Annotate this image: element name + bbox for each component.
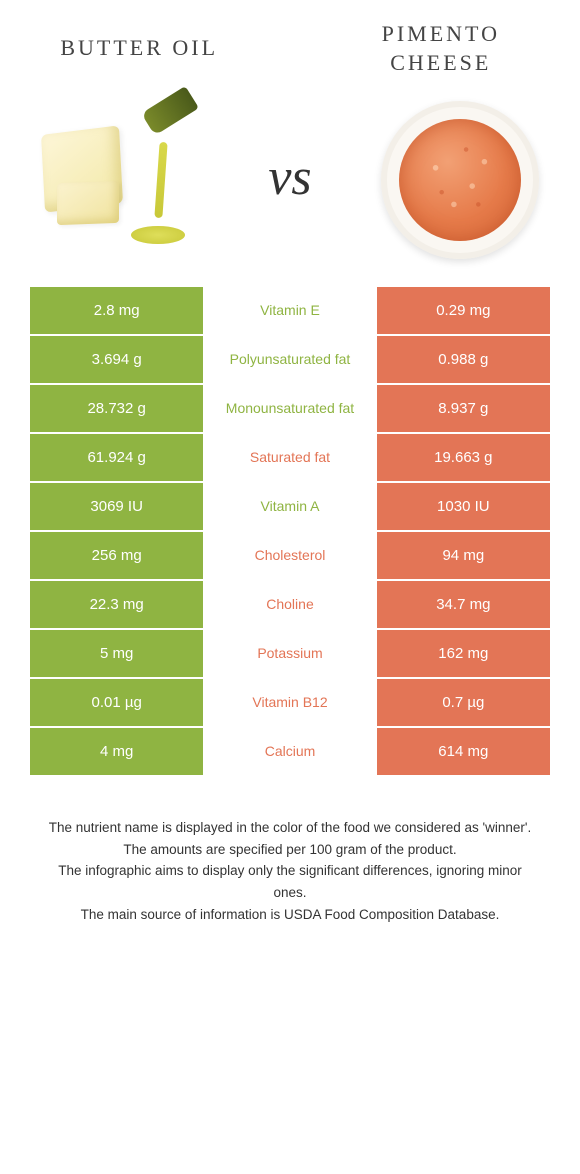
right-value: 162 mg — [377, 630, 550, 677]
right-value: 19.663 g — [377, 434, 550, 481]
table-row: 28.732 gMonounsaturated fat8.937 g — [30, 385, 550, 434]
title-right: PIMENTO CHEESE — [332, 20, 550, 77]
right-value: 0.7 µg — [377, 679, 550, 726]
right-value: 34.7 mg — [377, 581, 550, 628]
nutrient-label: Potassium — [203, 630, 376, 677]
left-value: 256 mg — [30, 532, 203, 579]
nutrient-label: Vitamin E — [203, 287, 376, 334]
left-value: 4 mg — [30, 728, 203, 775]
title-left: BUTTER OIL — [30, 34, 248, 63]
left-value: 61.924 g — [30, 434, 203, 481]
infographic-container: BUTTER OIL PIMENTO CHEESE vs 2.8 mgVitam… — [0, 0, 580, 945]
nutrient-label: Cholesterol — [203, 532, 376, 579]
nutrient-label: Monounsaturated fat — [203, 385, 376, 432]
titles-row: BUTTER OIL PIMENTO CHEESE — [30, 20, 550, 77]
footnote-line: The amounts are specified per 100 gram o… — [48, 839, 532, 861]
table-row: 61.924 gSaturated fat19.663 g — [30, 434, 550, 483]
left-value: 28.732 g — [30, 385, 203, 432]
table-row: 4 mgCalcium614 mg — [30, 728, 550, 777]
left-value: 0.01 µg — [30, 679, 203, 726]
right-value: 0.29 mg — [377, 287, 550, 334]
nutrient-label: Polyunsaturated fat — [203, 336, 376, 383]
nutrient-label: Calcium — [203, 728, 376, 775]
right-value: 614 mg — [377, 728, 550, 775]
footnote-line: The infographic aims to display only the… — [48, 860, 532, 903]
table-row: 0.01 µgVitamin B120.7 µg — [30, 679, 550, 728]
nutrient-label: Vitamin B12 — [203, 679, 376, 726]
butter-oil-image — [30, 97, 210, 257]
right-value: 1030 IU — [377, 483, 550, 530]
pimento-cheese-image — [370, 97, 550, 257]
table-row: 256 mgCholesterol94 mg — [30, 532, 550, 581]
right-value: 8.937 g — [377, 385, 550, 432]
table-row: 22.3 mgCholine34.7 mg — [30, 581, 550, 630]
table-row: 3069 IUVitamin A1030 IU — [30, 483, 550, 532]
left-value: 3.694 g — [30, 336, 203, 383]
nutrient-label: Vitamin A — [203, 483, 376, 530]
right-value: 0.988 g — [377, 336, 550, 383]
vs-label: vs — [268, 148, 311, 207]
left-value: 22.3 mg — [30, 581, 203, 628]
nutrient-label: Saturated fat — [203, 434, 376, 481]
images-row: vs — [30, 97, 550, 257]
table-row: 3.694 gPolyunsaturated fat0.988 g — [30, 336, 550, 385]
left-value: 5 mg — [30, 630, 203, 677]
table-row: 2.8 mgVitamin E0.29 mg — [30, 287, 550, 336]
table-row: 5 mgPotassium162 mg — [30, 630, 550, 679]
right-value: 94 mg — [377, 532, 550, 579]
footnotes: The nutrient name is displayed in the co… — [30, 817, 550, 925]
left-value: 3069 IU — [30, 483, 203, 530]
footnote-line: The nutrient name is displayed in the co… — [48, 817, 532, 839]
nutrient-label: Choline — [203, 581, 376, 628]
nutrient-table: 2.8 mgVitamin E0.29 mg3.694 gPolyunsatur… — [30, 287, 550, 777]
footnote-line: The main source of information is USDA F… — [48, 904, 532, 926]
left-value: 2.8 mg — [30, 287, 203, 334]
